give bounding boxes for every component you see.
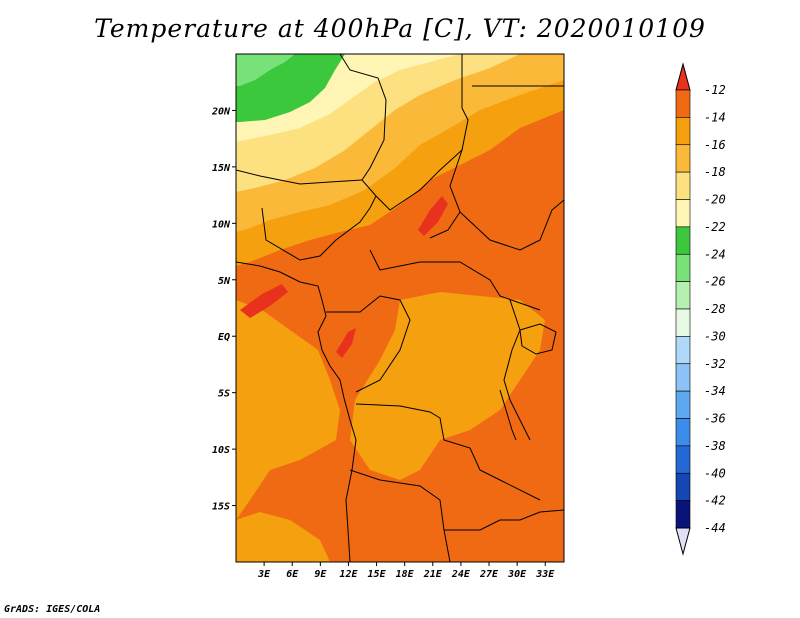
colorbar: -12 -14 -16 -18 -20 -22 -24 -26 -28 -30 -32 -34 -36 -… — [675, 62, 726, 556]
colorbar-label: -30 — [704, 329, 726, 343]
colorbar-label: -16 — [704, 138, 726, 152]
colorbar-label: -36 — [704, 412, 726, 426]
y-tick-label: 15S — [212, 502, 230, 513]
colorbar-label: -20 — [704, 193, 726, 207]
y-tick-label: 20N — [211, 106, 231, 117]
border-southern — [444, 509, 564, 531]
colorbar-segment — [675, 390, 691, 419]
colorbar-label: -42 — [704, 494, 726, 508]
x-tick-label: 33E — [535, 569, 555, 580]
x-tick-label: 30E — [507, 569, 527, 580]
border-sudan — [459, 199, 564, 251]
colorbar-label: -12 — [704, 83, 726, 97]
lake-tanganyika — [499, 389, 517, 441]
colorbar-segment — [675, 253, 691, 282]
border-sahel-west — [236, 169, 363, 185]
border-nigeria — [261, 207, 371, 261]
contour-band-12-west — [240, 284, 288, 318]
contour-band-12-central — [418, 196, 448, 236]
border-car — [369, 249, 541, 311]
colorbar-segment — [675, 89, 691, 118]
border-angola — [349, 469, 451, 562]
y-tick-label: EQ — [218, 332, 230, 343]
colorbar-label: -40 — [704, 466, 726, 480]
colorbar-segment — [675, 418, 691, 447]
colorbar-label: -22 — [704, 220, 726, 234]
x-tick-label: 15E — [368, 569, 387, 580]
x-tick-label: 27E — [479, 569, 499, 580]
lake-victoria — [519, 323, 557, 355]
y-tick-label: 5N — [218, 276, 231, 287]
coastline — [236, 261, 357, 562]
colorbar-top-arrow — [675, 62, 691, 91]
y-tick-label: 10S — [212, 445, 230, 456]
x-tick-label: 6E — [286, 569, 299, 580]
border-north-africa — [339, 54, 387, 209]
colorbar-segment — [675, 336, 691, 365]
colorbar-segment — [675, 500, 691, 529]
border-chad — [375, 148, 464, 239]
grads-credit: GrADS: IGES/COLA — [4, 604, 101, 615]
y-axis: 20N 15N 10N 5N EQ 5S 10S 15S — [211, 106, 236, 513]
y-tick-label: 10N — [212, 219, 231, 230]
x-axis: 3E 6E 9E 12E 15E 18E 21E 24E 27E 30E 33E — [257, 562, 555, 580]
colorbar-label: -26 — [704, 275, 726, 289]
colorbar-segment — [675, 117, 691, 146]
x-tick-label: 9E — [314, 569, 327, 580]
x-tick-label: 24E — [451, 569, 471, 580]
contour-band-16-south — [236, 512, 330, 562]
colorbar-label: -34 — [704, 384, 726, 398]
x-tick-label: 12E — [339, 569, 358, 580]
colorbar-segment — [675, 171, 691, 200]
colorbar-label: -38 — [704, 439, 726, 453]
map-title: Temperature at 400hPa [C], VT: 202001010… — [94, 14, 706, 43]
colorbar-segment — [675, 363, 691, 392]
colorbar-label: -14 — [704, 110, 726, 124]
contour-band-16 — [236, 300, 340, 520]
colorbar-label: -18 — [704, 165, 726, 179]
boundaries — [236, 54, 564, 562]
colorbar-label: -24 — [704, 247, 726, 261]
x-tick-label: 18E — [396, 569, 415, 580]
colorbar-segment — [675, 472, 691, 501]
x-tick-label: 3E — [257, 569, 271, 580]
contour-band-12-gabon — [336, 328, 356, 358]
colorbar-segment — [675, 308, 691, 337]
x-tick-label: 21E — [423, 569, 443, 580]
contour-band-16-central — [350, 292, 545, 480]
colorbar-segment — [675, 281, 691, 310]
map-frame — [235, 53, 565, 563]
colorbar-label: -32 — [704, 357, 726, 371]
colorbar-segment — [675, 144, 691, 173]
colorbar-label: -28 — [704, 302, 726, 316]
y-tick-label: 15N — [212, 163, 231, 174]
y-tick-label: 5S — [218, 389, 230, 400]
colorbar-segment — [675, 445, 691, 474]
colorbar-bottom-arrow — [675, 527, 691, 556]
border-libya-egypt — [461, 54, 469, 151]
border-congo — [326, 295, 411, 393]
contour-band-26 — [236, 54, 295, 86]
colorbar-segment — [675, 226, 691, 255]
colorbar-segment — [675, 199, 691, 228]
colorbar-label: -44 — [704, 521, 726, 535]
border-drc — [355, 403, 541, 501]
temperature-field — [236, 54, 564, 562]
